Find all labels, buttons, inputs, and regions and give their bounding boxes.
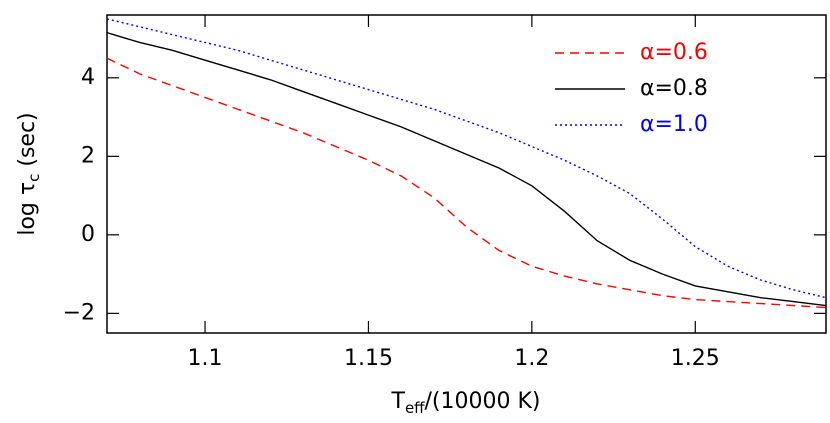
legend-label: α=0.8	[640, 76, 708, 101]
line-series	[107, 31, 826, 307]
legend-label: α=1.0	[640, 112, 708, 137]
legend-label: α=0.6	[640, 40, 708, 65]
y-tick-label: 0	[81, 222, 95, 247]
y-axis-label: log τc (sec)	[15, 112, 43, 235]
plot-frame	[106, 14, 827, 334]
y-tick-label: −2	[63, 300, 95, 325]
x-tick-label: 1.2	[514, 346, 549, 371]
x-axis-label: Teff/(10000 K)	[390, 389, 540, 417]
line-series	[107, 57, 826, 309]
x-tick-label: 1.1	[188, 346, 223, 371]
y-tick-label: 2	[81, 143, 95, 168]
x-tick-label: 1.15	[344, 346, 393, 371]
line-series	[107, 18, 826, 299]
x-tick-label: 1.25	[671, 346, 720, 371]
y-tick-label: 4	[81, 65, 95, 90]
